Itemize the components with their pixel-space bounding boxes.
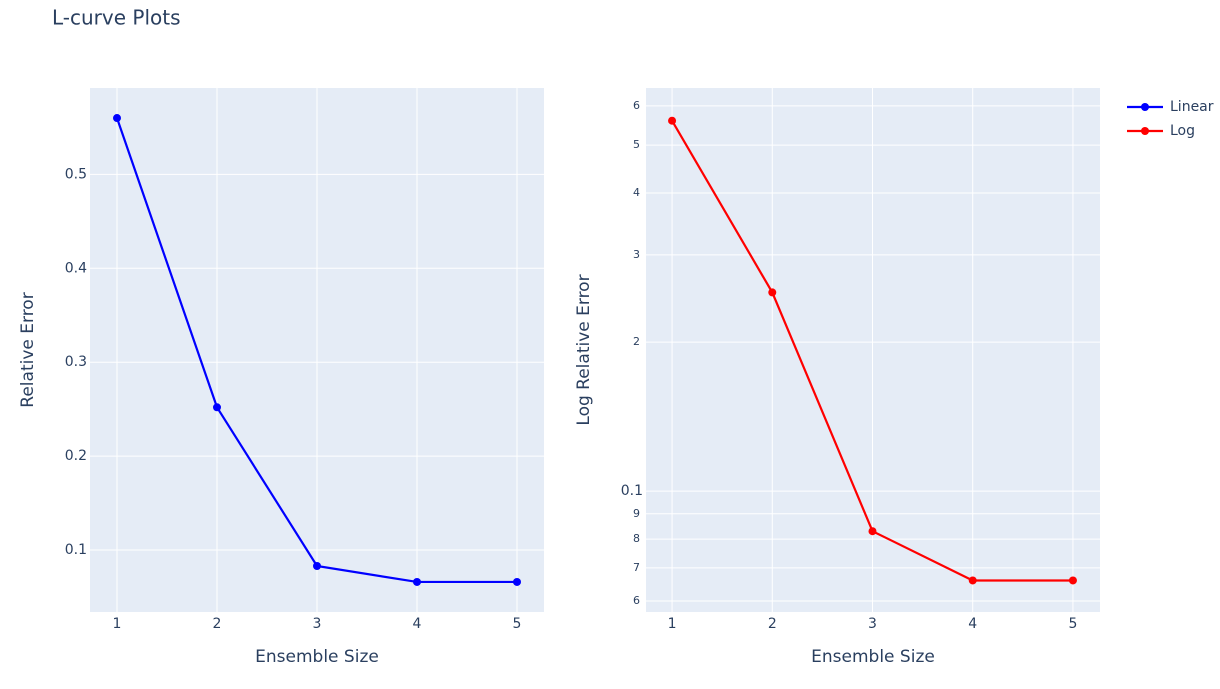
marker bbox=[313, 561, 321, 570]
marker bbox=[668, 116, 677, 125]
x-tick-label: 1 bbox=[668, 616, 677, 632]
y-tick-label: 0.2 bbox=[65, 448, 87, 464]
y-tick-label: 5 bbox=[633, 138, 640, 151]
figure-title: L-curve Plots bbox=[52, 6, 181, 30]
y-tick-label: 6 bbox=[633, 99, 640, 112]
y-tick-label: 6 bbox=[633, 594, 640, 607]
marker bbox=[413, 577, 421, 586]
x-tick-label: 4 bbox=[413, 616, 422, 632]
x-tick-label: 5 bbox=[513, 616, 522, 632]
legend-label: Linear bbox=[1170, 99, 1214, 115]
marker bbox=[868, 527, 877, 536]
y-axis-title: Relative Error bbox=[18, 292, 38, 407]
x-tick-label: 3 bbox=[313, 616, 322, 632]
y-tick-label: 8 bbox=[633, 532, 640, 545]
x-tick-label: 5 bbox=[1068, 616, 1077, 632]
plot-area bbox=[646, 88, 1100, 612]
x-tick-label: 3 bbox=[868, 616, 877, 632]
legend-marker bbox=[1141, 103, 1149, 111]
y-tick-label: 0.1 bbox=[65, 542, 87, 558]
y-axis-title: Log Relative Error bbox=[574, 274, 594, 425]
x-axis-title: Ensemble Size bbox=[811, 647, 935, 667]
y-tick-label: 0.1 bbox=[621, 483, 643, 499]
y-tick-label: 4 bbox=[633, 186, 640, 199]
y-tick-label: 0.5 bbox=[65, 166, 87, 182]
marker bbox=[113, 114, 121, 123]
legend-label: Log bbox=[1170, 123, 1195, 139]
marker bbox=[1068, 576, 1077, 585]
y-tick-label: 3 bbox=[633, 248, 640, 261]
marker bbox=[213, 403, 221, 412]
marker bbox=[968, 576, 977, 585]
y-tick-label: 0.4 bbox=[65, 260, 87, 276]
marker bbox=[513, 577, 521, 586]
y-tick-label: 0.3 bbox=[65, 354, 87, 370]
y-tick-label: 9 bbox=[633, 507, 640, 520]
y-tick-label: 7 bbox=[633, 561, 640, 574]
x-tick-label: 4 bbox=[968, 616, 977, 632]
x-tick-label: 1 bbox=[113, 616, 122, 632]
legend-marker bbox=[1141, 127, 1149, 135]
x-axis-title: Ensemble Size bbox=[255, 647, 379, 667]
y-tick-label: 2 bbox=[633, 335, 640, 348]
marker bbox=[768, 288, 777, 297]
x-tick-label: 2 bbox=[768, 616, 777, 632]
x-tick-label: 2 bbox=[213, 616, 222, 632]
